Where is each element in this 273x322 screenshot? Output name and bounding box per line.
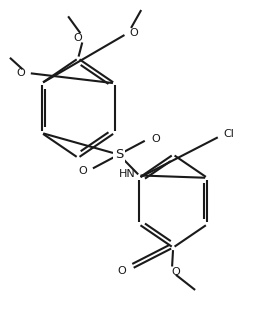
Text: O: O <box>73 33 82 43</box>
Text: O: O <box>130 28 138 38</box>
Text: O: O <box>118 266 126 276</box>
Text: S: S <box>115 148 123 161</box>
Text: HN: HN <box>118 169 135 179</box>
Text: O: O <box>78 166 87 175</box>
Text: O: O <box>16 68 25 78</box>
Text: Cl: Cl <box>223 129 234 139</box>
Text: O: O <box>172 267 180 277</box>
Text: O: O <box>151 134 160 144</box>
